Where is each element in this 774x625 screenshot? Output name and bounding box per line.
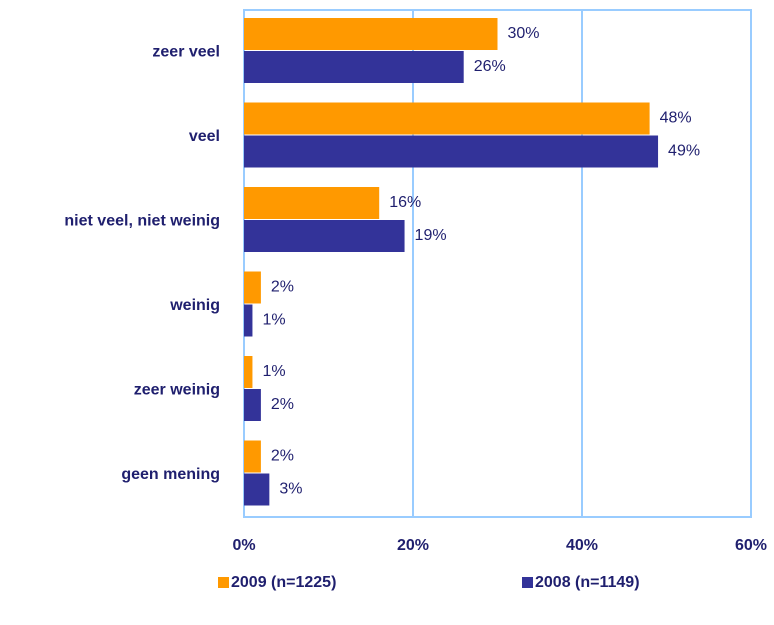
data-label: 2% [271,448,294,465]
legend-label: 2009 (n=1225) [231,574,336,591]
y-tick-label: niet veel, niet weinig [64,212,220,229]
bar [244,440,261,473]
bar [244,220,405,252]
data-label: 26% [474,58,506,75]
bar [244,102,650,135]
x-tick-label: 60% [735,537,767,554]
legend-swatch [218,577,229,588]
x-tick-label: 20% [397,537,429,554]
data-label: 30% [508,25,540,42]
data-label: 2% [271,279,294,296]
x-tick-label: 40% [566,537,598,554]
data-label: 1% [262,363,285,380]
y-tick-label: veel [189,128,220,145]
y-tick-label: weinig [169,297,220,314]
data-label: 19% [415,227,447,244]
y-tick-label: geen mening [121,466,220,483]
y-tick-label: zeer weinig [134,381,220,398]
data-label: 2% [271,396,294,413]
data-label: 3% [279,481,302,498]
data-label: 1% [262,312,285,329]
data-label: 16% [389,194,421,211]
bar [244,51,464,83]
bar [244,187,380,219]
legend-swatch [522,577,533,588]
bar [244,473,270,506]
bar [244,18,498,50]
plot-border [243,9,752,518]
y-tick-label: zeer veel [152,43,220,60]
bar [244,304,253,337]
bar [244,389,261,421]
bar [244,135,659,168]
legend-label: 2008 (n=1149) [535,574,640,591]
bar [244,356,253,388]
data-label: 49% [668,143,700,160]
data-label: 48% [660,110,692,127]
bar [244,271,261,304]
x-tick-label: 0% [232,537,255,554]
